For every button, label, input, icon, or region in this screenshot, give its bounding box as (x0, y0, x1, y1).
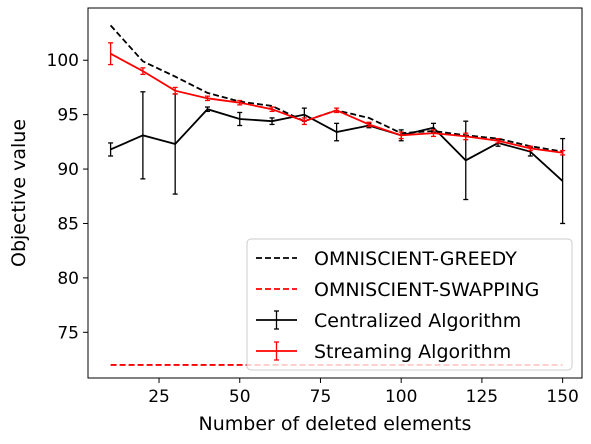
legend-label: Streaming Algorithm (314, 341, 511, 363)
x-tick-label: 75 (310, 387, 332, 407)
series-2 (108, 91, 566, 225)
legend-label: OMNISCIENT-SWAPPING (314, 279, 539, 301)
series-line (110, 52, 563, 154)
y-tick-label: 95 (57, 106, 79, 126)
y-tick-label: 80 (57, 269, 79, 289)
x-tick-label: 125 (466, 387, 498, 407)
x-tick-label: 100 (385, 387, 417, 407)
legend-label: Centralized Algorithm (314, 310, 521, 332)
y-tick-label: 100 (47, 51, 79, 71)
legend: OMNISCIENT-GREEDY OMNISCIENT-SWAPPING Cent… (246, 238, 573, 371)
y-tick-label: 85 (57, 214, 79, 234)
legend-box (246, 238, 573, 371)
series-line (110, 108, 564, 182)
legend-label: OMNISCIENT-GREEDY (314, 248, 517, 270)
series-3 (108, 42, 566, 156)
plot-frame (87, 7, 583, 379)
axis-ticks: 25 50 75 100 125 150 75 80 85 90 95 100 (47, 51, 579, 407)
y-tick-label: 90 (57, 160, 79, 180)
x-tick-label: 50 (229, 387, 251, 407)
y-tick-label: 75 (57, 323, 79, 343)
x-axis-label: Number of deleted elements (199, 413, 472, 435)
x-tick-label: 150 (546, 387, 578, 407)
x-tick-label: 25 (148, 387, 170, 407)
y-axis-label: Objective value (8, 119, 30, 267)
